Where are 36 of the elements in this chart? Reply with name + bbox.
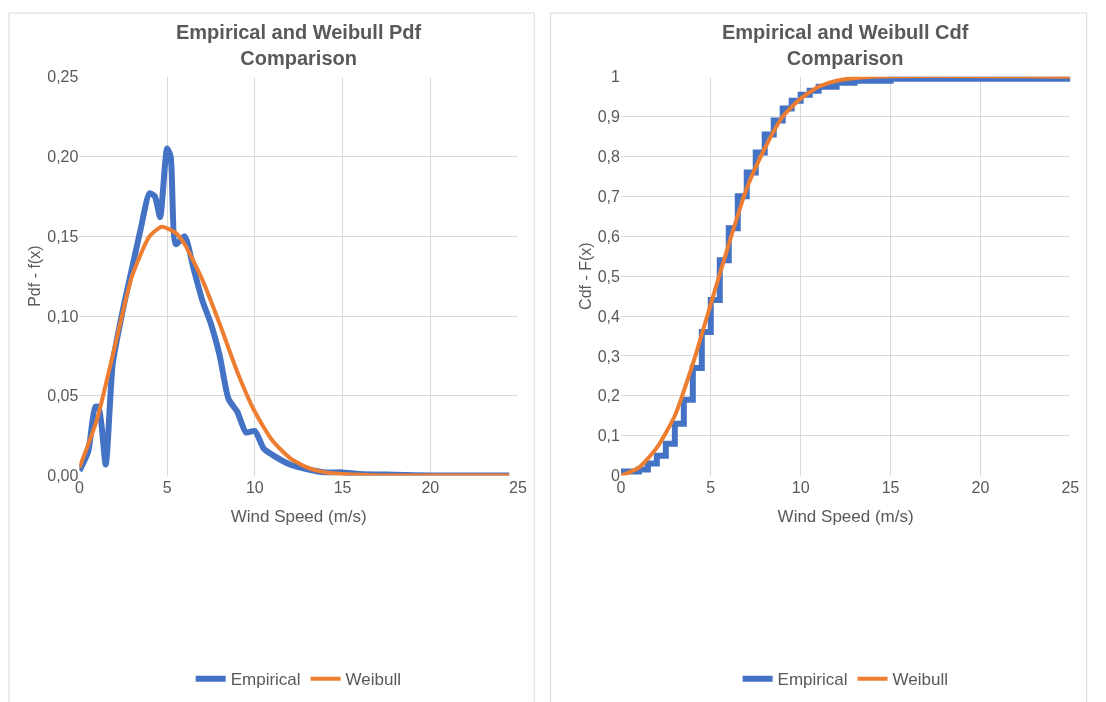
chart-title: Empirical and Weibull Pdf Comparison (176, 21, 422, 69)
chart-title: Empirical and Weibull Cdf Comparison (722, 21, 969, 69)
y-tick-label: 0,3 (597, 347, 620, 365)
y-tick-label: 0,20 (47, 148, 79, 166)
x-tick-label: 5 (706, 478, 716, 496)
legend-label: Weibull (345, 670, 402, 690)
x-tick-label: 5 (162, 478, 172, 496)
x-tick-label: 20 (421, 478, 440, 496)
x-tick-label: 15 (333, 478, 352, 496)
legend-label: Weibull (892, 670, 948, 690)
y-tick-label: 0,7 (597, 187, 620, 205)
y-tick-label: 0,8 (597, 148, 620, 166)
y-axis-title: Cdf - F(x) (576, 242, 594, 310)
y-tick-label: 0,9 (597, 108, 620, 126)
y-tick-label: 0,10 (47, 307, 79, 325)
x-tick-label: 25 (1061, 478, 1080, 496)
x-tick-label: 10 (791, 478, 810, 496)
legend-label: Empirical (777, 670, 848, 690)
x-tick-label: 10 (245, 478, 264, 496)
y-tick-label: 1 (610, 68, 620, 86)
y-tick-label: 0,1 (597, 427, 620, 445)
y-tick-label: 0,6 (597, 227, 620, 245)
y-tick-label: 0,2 (597, 387, 620, 405)
y-tick-label: 0,05 (47, 387, 79, 405)
y-tick-label: 0,5 (597, 267, 620, 285)
legend-label: Empirical (230, 670, 301, 690)
x-axis-title: Wind Speed (m/s) (230, 506, 367, 526)
line-series (79, 224, 512, 476)
x-tick-label: 15 (881, 478, 900, 496)
y-axis-title: Pdf - f(x) (26, 245, 44, 307)
x-tick-label: 25 (509, 478, 528, 496)
x-tick-label: 20 (971, 478, 990, 496)
x-axis-title: Wind Speed (m/s) (777, 506, 914, 526)
y-tick-label: 0,25 (47, 68, 79, 86)
y-tick-label: 0,4 (597, 307, 620, 325)
y-tick-label: 0,15 (47, 227, 79, 245)
